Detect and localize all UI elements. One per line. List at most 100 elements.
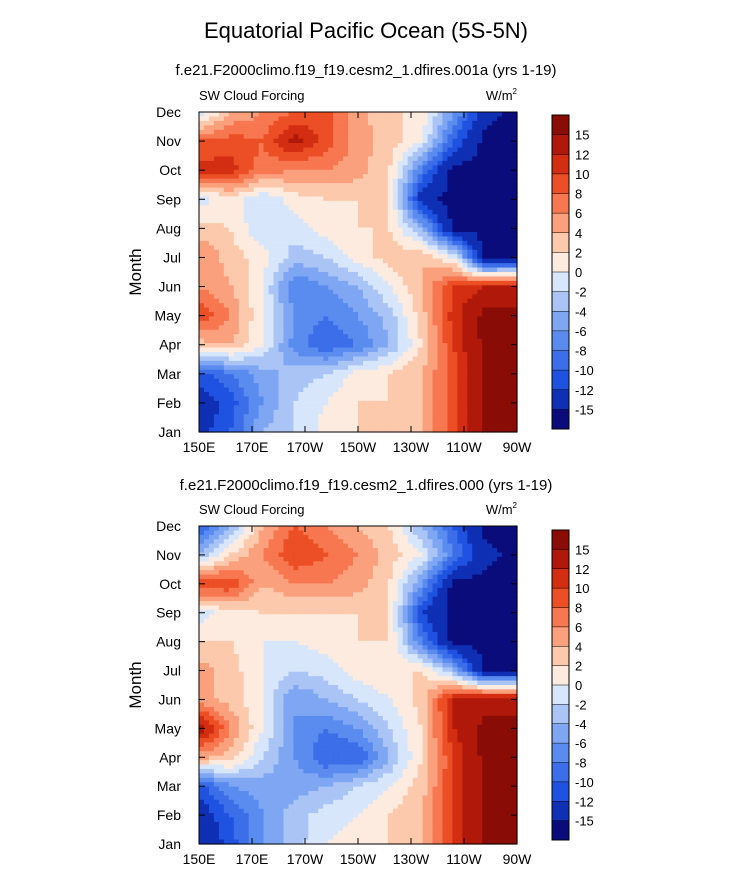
contour-cell [377, 112, 384, 118]
contour-cell [417, 254, 424, 260]
contour-cell [377, 192, 384, 198]
contour-cell [303, 245, 309, 251]
contour-cell [263, 200, 270, 206]
contour-cell [263, 205, 270, 211]
contour-cell [318, 325, 324, 331]
contour-cell [208, 338, 215, 344]
contour-cell [258, 294, 265, 300]
contour-cell [223, 183, 230, 189]
contour-cell [482, 303, 488, 309]
contour-cell [432, 254, 439, 260]
contour-cell [218, 405, 225, 411]
contour-cell [333, 374, 339, 380]
contour-cell [467, 129, 473, 135]
contour-cell [377, 347, 384, 353]
contour-cell [432, 294, 439, 300]
contour-cell [372, 303, 379, 309]
contour-cell [313, 347, 319, 353]
contour-cell [313, 360, 319, 366]
contour-cell [278, 134, 285, 140]
contour-cell [283, 258, 290, 264]
contour-cell [507, 423, 513, 429]
contour-cell [258, 192, 265, 198]
contour-cell [283, 249, 290, 255]
contour-cell [362, 263, 369, 269]
contour-cell [308, 174, 314, 180]
contour-cell [233, 183, 240, 189]
contour-cell [412, 338, 419, 344]
contour-cell [457, 160, 463, 166]
contour-cell [238, 116, 245, 122]
contour-cell [283, 276, 290, 282]
contour-cell [462, 112, 468, 118]
contour-cell [199, 280, 205, 286]
contour-cell [199, 427, 205, 433]
contour-cell [452, 205, 458, 211]
contour-cell [487, 329, 493, 335]
contour-cell [333, 156, 339, 162]
contour-cell [248, 116, 255, 122]
contour-cell [492, 539, 498, 545]
contour-cell [218, 240, 225, 246]
top-units-label: W/m2 [486, 87, 518, 103]
contour-cell [452, 539, 458, 545]
contour-cell [213, 254, 220, 260]
contour-cell [313, 125, 319, 131]
y-tick-label: Aug [156, 220, 181, 236]
contour-cell [487, 405, 493, 411]
contour-cell [323, 334, 329, 340]
contour-cell [278, 360, 285, 366]
contour-cell [382, 365, 389, 371]
contour-cell [278, 258, 285, 264]
contour-cell [273, 543, 280, 549]
contour-cell [308, 418, 314, 424]
contour-cell [457, 307, 463, 313]
contour-cell [303, 187, 309, 193]
contour-cell [487, 214, 493, 220]
contour-cell [377, 530, 384, 536]
contour-cell [387, 387, 394, 393]
contour-cell [273, 294, 280, 300]
contour-cell [447, 227, 454, 233]
contour-cell [497, 120, 503, 126]
contour-cell [387, 272, 394, 278]
contour-cell [208, 152, 215, 158]
contour-cell [372, 116, 379, 122]
contour-cell [507, 174, 513, 180]
contour-cell [482, 312, 488, 318]
contour-cell [487, 423, 493, 429]
contour-cell [427, 378, 434, 384]
contour-cell [248, 169, 255, 175]
contour-cell [203, 543, 210, 549]
contour-cell [447, 534, 454, 540]
contour-cell [382, 526, 389, 532]
contour-cell [288, 169, 295, 175]
contour-cell [432, 298, 439, 304]
contour-cell [228, 143, 235, 149]
contour-cell [362, 378, 369, 384]
contour-cell [318, 405, 324, 411]
contour-cell [427, 418, 434, 424]
contour-cell [477, 526, 483, 532]
contour-cell [218, 312, 225, 318]
contour-cell [328, 303, 334, 309]
contour-cell [402, 285, 409, 291]
contour-cell [293, 205, 299, 211]
contour-cell [492, 347, 498, 353]
x-tick-label: 90W [503, 439, 533, 455]
contour-cell [328, 249, 334, 255]
contour-cell [432, 214, 439, 220]
contour-cell [338, 205, 344, 211]
contour-cell [298, 387, 304, 393]
contour-cell [338, 392, 344, 398]
contour-cell [333, 254, 339, 260]
contour-cell [487, 192, 493, 198]
contour-cell [353, 232, 359, 238]
contour-cell [353, 405, 359, 411]
contour-cell [288, 374, 295, 380]
contour-cell [208, 387, 215, 393]
contour-cell [422, 396, 429, 402]
contour-cell [238, 320, 245, 326]
contour-cell [218, 352, 225, 358]
contour-cell [512, 409, 518, 415]
